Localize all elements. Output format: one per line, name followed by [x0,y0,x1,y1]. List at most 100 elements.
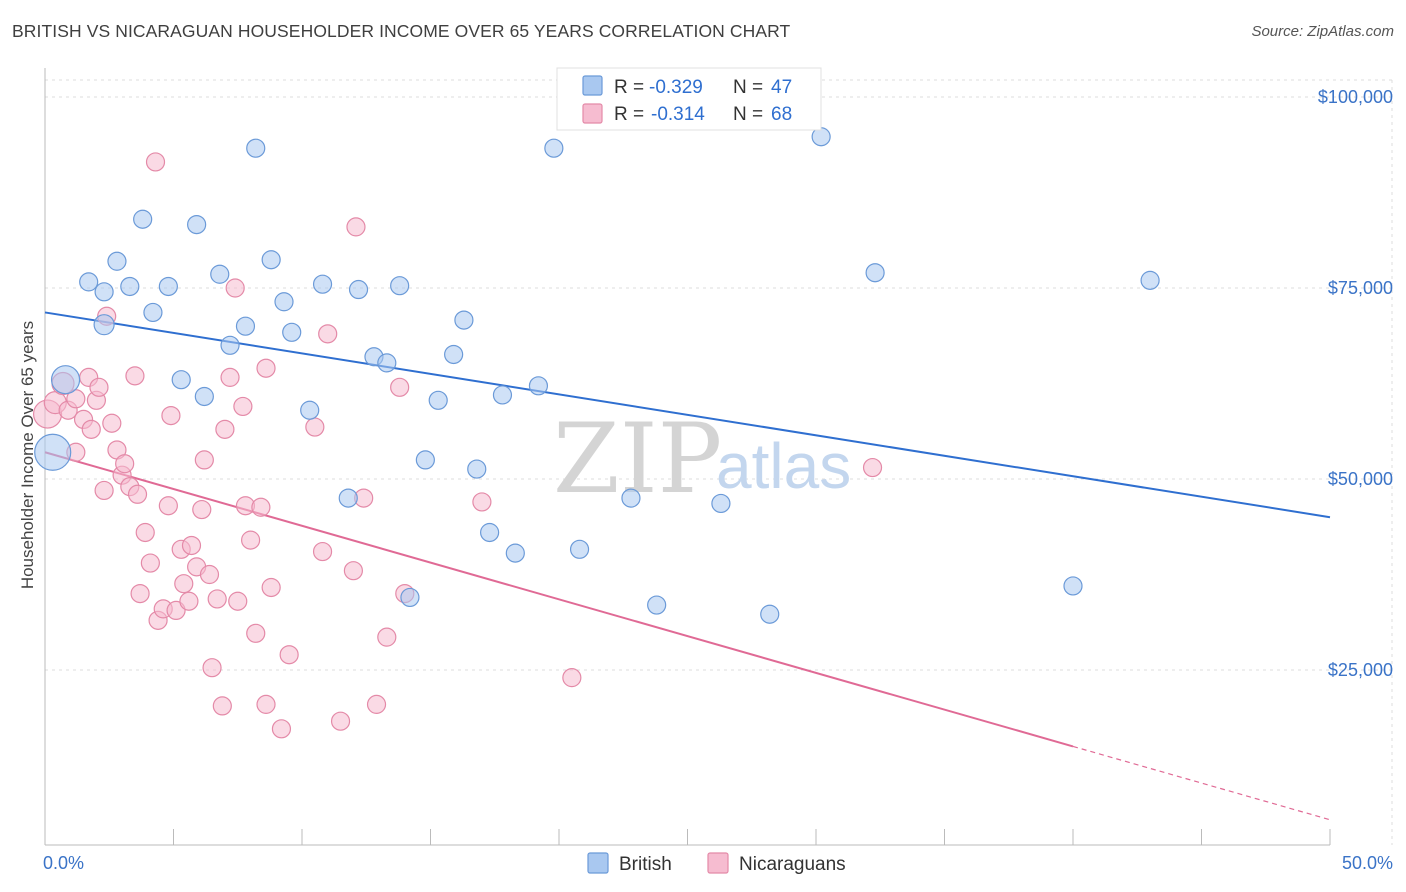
legend-nicaraguans-r-label: R = [614,104,644,125]
point-british [171,370,191,390]
point-british [1063,576,1083,596]
source-label: Source: ZipAtlas.com [1251,23,1394,40]
point-nicaraguans [390,377,410,397]
point-british [93,314,115,336]
point-nicaraguans [233,396,253,417]
point-nicaraguans [241,530,261,550]
y-axis-label: Householder Income Over 65 years [18,321,37,589]
legend-british-n-value: 47 [771,77,792,98]
point-british [220,335,240,355]
legend-bottom-nicaraguans-label: Nicaraguans [739,854,846,875]
point-nicaraguans [94,480,114,501]
point-british [282,322,302,342]
legend-nicaraguans-swatch [582,103,603,124]
point-british [210,264,230,284]
point-british [711,493,731,514]
legend-bottom-nicaraguans-swatch [707,852,729,874]
point-nicaraguans [862,457,883,478]
trend-line-nicaraguans [44,451,1074,748]
point-british [865,263,885,283]
point-british [569,539,590,559]
point-british [428,390,448,410]
point-nicaraguans [174,574,194,594]
point-nicaraguans [256,694,276,714]
legend-bottom: British Nicaraguans [587,852,846,875]
point-british [390,276,410,296]
point-nicaraguans [127,484,148,504]
legend-british-r-value: -0.329 [649,77,703,98]
point-nicaraguans [81,419,101,439]
point-british [415,450,435,470]
point-nicaraguans [346,217,366,237]
point-british [120,276,140,297]
point-nicaraguans [115,454,135,474]
point-british [505,543,525,563]
point-british [467,459,487,479]
point-nicaraguans [312,541,333,562]
point-nicaraguans [202,658,222,678]
point-nicaraguans [199,564,220,585]
point-nicaraguans [89,377,109,397]
point-nicaraguans [130,583,150,604]
point-british [50,365,81,395]
point-british [79,272,99,292]
point-nicaraguans [377,627,397,647]
legend-nicaraguans-n-value: 68 [771,104,792,125]
x-tick-min: 0.0% [43,853,84,873]
point-nicaraguans [279,645,299,665]
trend-lines [44,311,1331,821]
point-british [621,488,641,508]
point-nicaraguans [271,719,292,739]
point-british [444,344,464,365]
point-nicaraguans [251,497,271,517]
legend-bottom-british-swatch [587,852,609,874]
point-nicaraguans [194,450,214,470]
point-british [480,522,500,543]
point-nicaraguans [212,696,232,716]
point-british [246,138,266,158]
legend-top: R = -0.329 N = 47 R = -0.314 N = 68 [556,67,822,131]
point-british [377,353,397,373]
y-tick-label: $100,000 [1318,87,1393,107]
point-nicaraguans [366,694,387,714]
legend-nicaraguans-n-label: N = [733,104,763,125]
point-british [400,587,420,608]
point-nicaraguans [181,535,202,556]
watermark-atlas: atlas [716,430,851,502]
legend-british-r-label: R = [614,77,644,98]
point-nicaraguans [135,522,155,543]
point-british [133,209,153,229]
point-british [1140,270,1160,290]
legend-british-swatch [582,75,603,96]
point-nicaraguans [161,405,181,426]
point-nicaraguans [305,417,325,437]
point-british [187,214,207,235]
point-nicaraguans [102,413,122,433]
point-nicaraguans [261,577,281,598]
point-british [338,488,358,508]
point-british [34,433,72,471]
point-british [235,316,256,336]
point-british [274,292,294,312]
point-british [544,138,564,158]
point-nicaraguans [225,278,245,298]
point-nicaraguans [140,553,160,573]
point-nicaraguans [192,499,212,520]
point-nicaraguans [207,589,227,609]
point-british [143,302,163,323]
point-nicaraguans [330,711,351,731]
point-nicaraguans [145,152,166,172]
point-nicaraguans [228,591,248,611]
point-british [454,310,474,330]
x-tick-max: 50.0% [1342,853,1393,873]
y-tick-labels: $100,000 $75,000 $50,000 $25,000 [1318,87,1393,680]
point-british [760,604,780,624]
legend-bottom-british-label: British [619,854,672,875]
point-nicaraguans [215,419,235,439]
watermark: ZIP atlas [553,403,851,515]
y-tick-label: $75,000 [1328,278,1393,298]
data-points [32,127,1160,739]
point-british [107,251,127,271]
point-british [94,282,114,302]
